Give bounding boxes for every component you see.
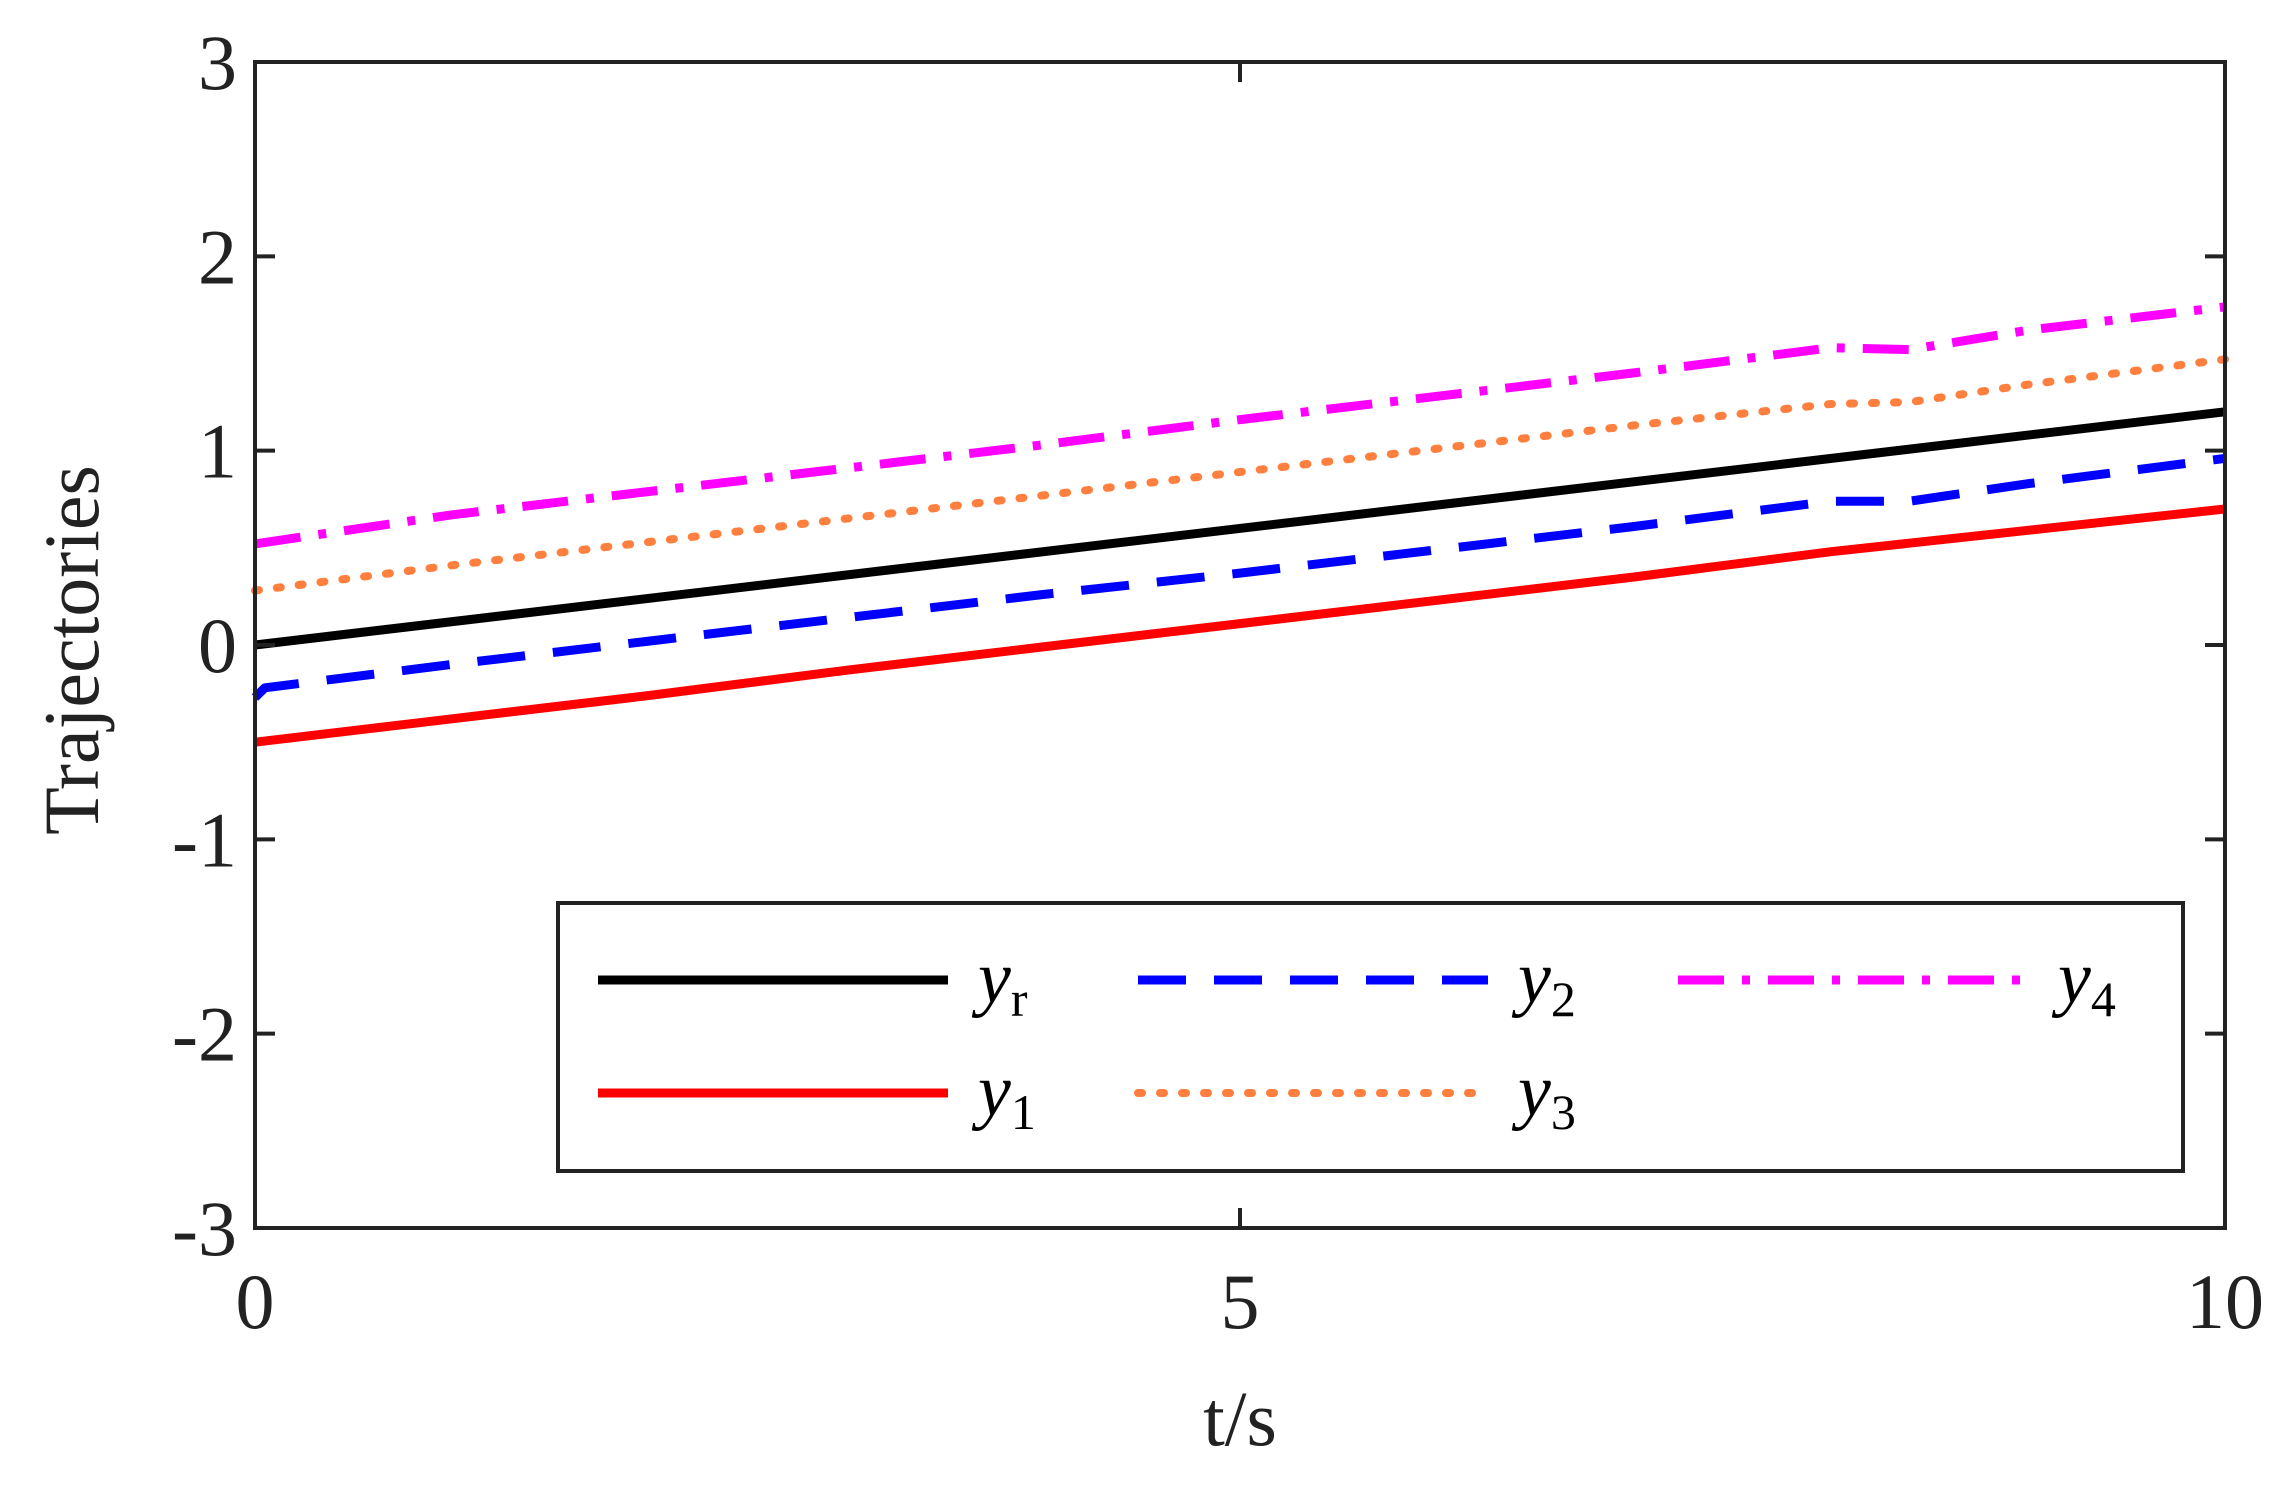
series-line-yr <box>254 407 2226 650</box>
x-axis-title: t/s <box>1203 1375 1277 1462</box>
series-line-y4 <box>254 302 2226 549</box>
axes-layer: 0 5 10 -3 -2 -1 0 1 2 3 <box>172 19 2264 1345</box>
y-tick-label: 1 <box>198 408 237 495</box>
series-line-y2 <box>251 453 2226 701</box>
y-tick-label: -2 <box>172 991 237 1078</box>
legend-label-subscript: 4 <box>2091 971 2116 1027</box>
y-tick-label: 3 <box>198 19 237 106</box>
legend-label-y1: y1 <box>971 1050 1036 1140</box>
y-tick-label: -3 <box>172 1185 237 1272</box>
x-tick-label: 10 <box>2186 1258 2264 1345</box>
x-tick-label: 0 <box>236 1258 275 1345</box>
legend-box <box>556 901 2185 1173</box>
y-tick-label: -1 <box>172 796 237 883</box>
legend-label-subscript: 2 <box>1551 971 1576 1027</box>
legend-label-yr: yr <box>971 937 1028 1027</box>
y-tick-label: 0 <box>198 602 237 689</box>
legend-label-subscript: 1 <box>1011 1084 1036 1140</box>
series-layer <box>251 302 2229 747</box>
y-axis-title: Trajectories <box>28 465 115 835</box>
x-tick-label: 5 <box>1221 1258 1260 1345</box>
y-tick-label: 2 <box>198 213 237 300</box>
series-line-y1 <box>254 504 2226 747</box>
legend-label-subscript: 3 <box>1551 1084 1576 1140</box>
legend-label-subscript: r <box>1011 971 1028 1027</box>
